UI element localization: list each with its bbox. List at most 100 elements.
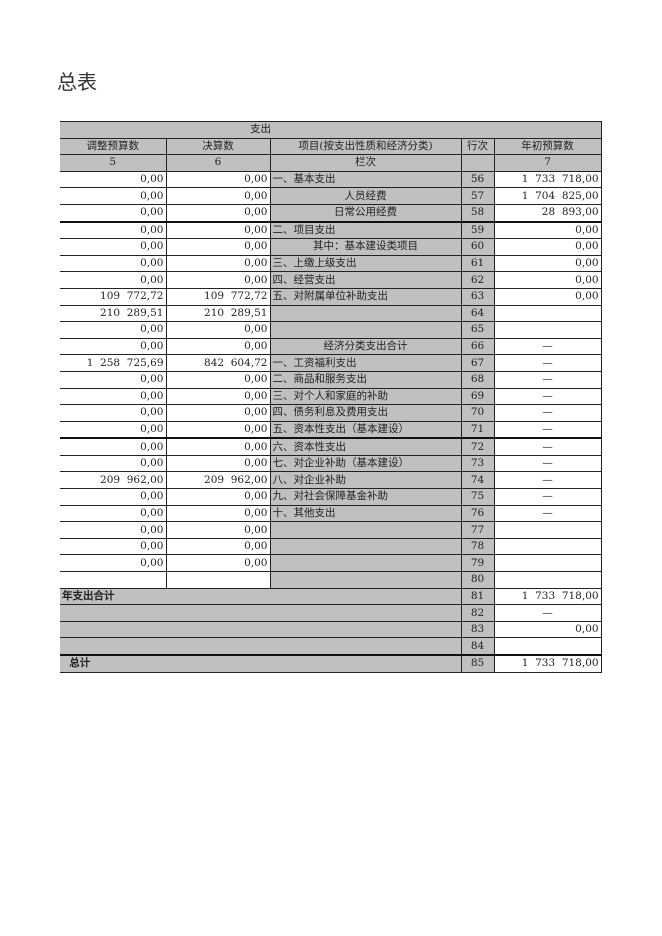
row-no-number: [460, 154, 495, 172]
initial-budget-cell: —: [493, 370, 602, 389]
row-number-cell: 76: [460, 504, 495, 523]
row-number-cell: 60: [460, 238, 495, 256]
summary-row: 总计 85 1 733 718,00: [60, 654, 602, 673]
col5-header: 调整预算数: [60, 137, 167, 156]
row-number-cell: 63: [460, 287, 495, 306]
adjusted-budget-cell: 0,00: [60, 537, 167, 556]
initial-budget-cell: [493, 637, 602, 657]
initial-budget-cell: —: [493, 488, 602, 506]
final-amount-cell: 0,00: [165, 254, 271, 273]
table-row: 0,00 0,00 其中：基本建设类项目 60 0,00: [60, 238, 602, 256]
initial-budget-cell: —: [493, 387, 602, 406]
row-no-header: 行次: [460, 137, 495, 156]
table-row: 1 258 725,69 842 604,72 一、工资福利支出 67—: [60, 354, 602, 372]
adjusted-budget-cell: 1 258 725,69: [60, 354, 167, 372]
summary-label-cell: [60, 620, 462, 639]
initial-budget-cell: [493, 304, 602, 323]
row-number-cell: 80: [460, 571, 495, 589]
final-amount-cell: 0,00: [165, 504, 271, 523]
col7-number: 7: [493, 154, 602, 172]
row-number-cell: 73: [460, 454, 495, 473]
adjusted-budget-cell: 0,00: [60, 187, 167, 205]
adjusted-budget-cell: 0,00: [60, 504, 167, 523]
final-amount-cell: 0,00: [165, 420, 271, 440]
adjusted-budget-cell: 109 772,72: [60, 287, 167, 306]
initial-budget-cell: [493, 571, 602, 589]
final-amount-cell: 0,00: [165, 537, 271, 556]
initial-budget-cell: —: [493, 354, 602, 372]
initial-budget-cell: —: [493, 337, 602, 356]
adjusted-budget-cell: 0,00: [60, 488, 167, 506]
final-amount-cell: 0,00: [165, 370, 271, 389]
adjusted-budget-cell: 0,00: [60, 387, 167, 406]
row-number-cell: 57: [460, 187, 495, 205]
row-number-cell: 84: [460, 637, 495, 657]
adjusted-budget-cell: 0,00: [60, 203, 167, 223]
initial-budget-cell: [493, 537, 602, 556]
item-label-cell: 一、基本支出: [269, 170, 462, 189]
item-header: 项目(按支出性质和经济分类): [269, 137, 462, 156]
adjusted-budget-cell: 0,00: [60, 554, 167, 573]
row-number-cell: 81: [460, 587, 495, 606]
summary-label-cell: [60, 604, 462, 622]
item-label-cell: 日常公用经费: [269, 203, 462, 223]
adjusted-budget-cell: 209 962,00: [60, 471, 167, 490]
adjusted-budget-cell: 0,00: [60, 254, 167, 273]
final-amount-cell: 210 289,51: [165, 304, 271, 323]
final-amount-cell: 0,00: [165, 238, 271, 256]
adjusted-budget-cell: 0,00: [60, 337, 167, 356]
table-row: 80: [60, 571, 602, 589]
table-row: 0,00 0,00 人员经费 57 1 704 825,00: [60, 187, 602, 205]
table-row: 0,00 0,00 五、资本性支出（基本建设） 71—: [60, 420, 602, 440]
row-number-cell: 56: [460, 170, 495, 189]
col6-header: 决算数: [165, 137, 271, 156]
row-number-cell: 58: [460, 203, 495, 223]
row-number-cell: 69: [460, 387, 495, 406]
row-number-cell: 74: [460, 471, 495, 490]
table-row: 0,00 0,00 四、债务利息及费用支出 70—: [60, 404, 602, 422]
adjusted-budget-cell: 0,00: [60, 437, 167, 456]
item-label-cell: [269, 537, 462, 556]
table-row: 209 962,00 209 962,00 八、对企业补助 74—: [60, 471, 602, 490]
table-row: 210 289,51 210 289,51 64: [60, 304, 602, 323]
row-number-cell: 71: [460, 420, 495, 440]
adjusted-budget-cell: 0,00: [60, 420, 167, 440]
table-row: 0,00 0,00 78: [60, 537, 602, 556]
col6-number: 6: [165, 154, 271, 172]
item-label-cell: 十、其他支出: [269, 504, 462, 523]
table-row: 0,00 0,00 九、对社会保障基金补助 75—: [60, 488, 602, 506]
final-amount-cell: 209 962,00: [165, 471, 271, 490]
header-row-columns: 调整预算数 决算数 项目(按支出性质和经济分类) 行次 年初预算数: [60, 137, 602, 156]
item-label-cell: 七、对企业补助（基本建设）: [269, 454, 462, 473]
initial-budget-cell: [493, 521, 602, 539]
summary-label-cell: 年支出合计: [60, 587, 462, 606]
row-number-cell: 59: [460, 221, 495, 240]
initial-budget-cell: 0,00: [493, 254, 602, 273]
final-amount-cell: 109 772,72: [165, 287, 271, 306]
summary-label-cell: 总计: [60, 654, 462, 673]
section-header: 支出: [60, 121, 602, 139]
final-amount-cell: 0,00: [165, 404, 271, 422]
initial-budget-cell: —: [493, 471, 602, 490]
final-amount-cell: 842 604,72: [165, 354, 271, 372]
item-label-cell: 人员经费: [269, 187, 462, 205]
expenditure-table: 支出 调整预算数 决算数 项目(按支出性质和经济分类) 行次 年初预算数 5 6…: [60, 121, 602, 673]
table-row: 0,00 0,00 十、其他支出 76—: [60, 504, 602, 523]
item-label-cell: [269, 521, 462, 539]
col7-header: 年初预算数: [493, 137, 602, 156]
row-number-cell: 85: [460, 654, 495, 673]
adjusted-budget-cell: [60, 571, 167, 589]
adjusted-budget-cell: 0,00: [60, 271, 167, 289]
initial-budget-cell: —: [493, 454, 602, 473]
item-label-cell: [269, 321, 462, 339]
table-row: 0,00 0,00 77: [60, 521, 602, 539]
item-label-cell: 其中：基本建设类项目: [269, 238, 462, 256]
final-amount-cell: 0,00: [165, 521, 271, 539]
final-amount-cell: [165, 571, 271, 589]
row-number-cell: 62: [460, 271, 495, 289]
row-number-cell: 75: [460, 488, 495, 506]
row-number-cell: 66: [460, 337, 495, 356]
item-label-cell: 二、项目支出: [269, 221, 462, 240]
table-row: 0,00 0,00 经济分类支出合计 66—: [60, 337, 602, 356]
header-row-section: 支出: [60, 121, 602, 139]
